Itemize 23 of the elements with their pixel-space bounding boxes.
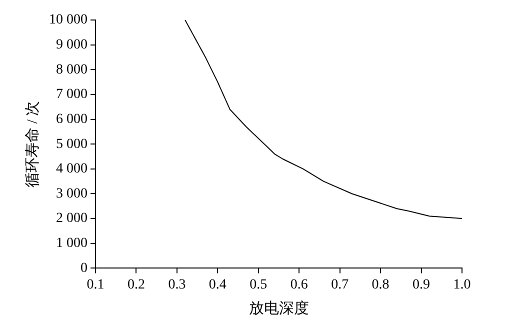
y-axis-title: 循环寿命 / 次 bbox=[24, 100, 41, 188]
x-tick-label: 0.5 bbox=[250, 277, 268, 292]
x-tick-label: 0.2 bbox=[127, 277, 145, 292]
y-tick-label: 8 000 bbox=[56, 62, 88, 78]
x-tick-label: 0.3 bbox=[168, 277, 186, 292]
y-tick-label: 5 000 bbox=[56, 136, 88, 152]
y-tick-label: 6 000 bbox=[56, 112, 88, 127]
x-tick-label: 0.9 bbox=[412, 277, 430, 292]
x-tick-label: 0.1 bbox=[86, 277, 104, 292]
x-axis-title: 放电深度 bbox=[248, 300, 309, 317]
y-tick-label: 10 000 bbox=[49, 12, 88, 28]
x-tick-label: 1.0 bbox=[453, 277, 471, 292]
y-tick-label: 9 000 bbox=[56, 37, 88, 52]
x-tick-label: 0.4 bbox=[208, 277, 226, 292]
y-tick-label: 7 000 bbox=[56, 87, 88, 102]
y-tick-label: 3 000 bbox=[56, 186, 88, 202]
y-tick-label: 4 000 bbox=[56, 162, 88, 177]
y-tick-label: 2 000 bbox=[56, 211, 88, 226]
y-tick-label: 1 000 bbox=[56, 236, 88, 252]
y-tick-label: 0 bbox=[80, 260, 88, 276]
x-tick-label: 0.6 bbox=[290, 277, 308, 292]
x-tick-label: 0.7 bbox=[331, 277, 349, 292]
x-tick-label: 0.8 bbox=[372, 277, 390, 292]
